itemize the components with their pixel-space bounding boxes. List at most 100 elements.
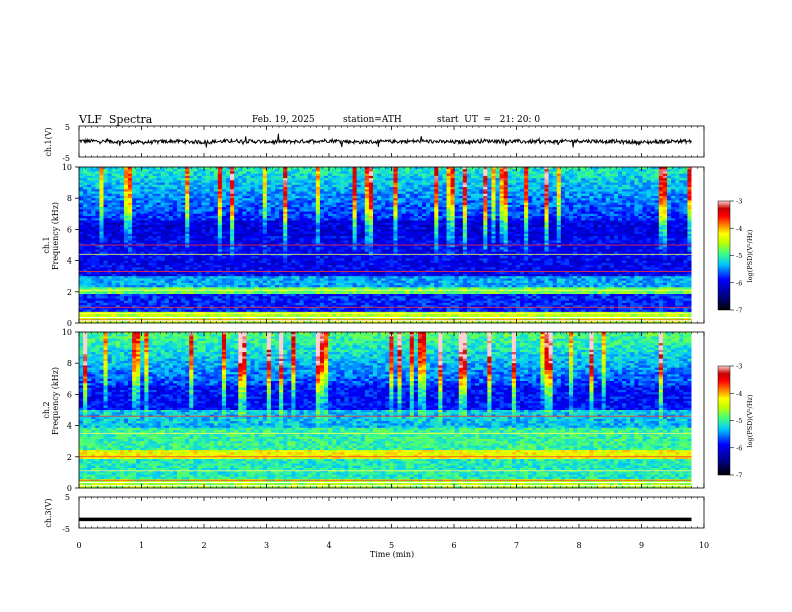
- spectrogram-cell: [536, 169, 541, 172]
- spectrogram-cell: [193, 187, 198, 190]
- spectrogram-cell: [356, 191, 362, 195]
- spectrogram-cell: [209, 178, 215, 181]
- spectrogram-cell: [450, 191, 456, 195]
- spectrogram-cell: [128, 167, 133, 170]
- spectrogram-cell: [275, 175, 280, 179]
- spectrogram-cell: [499, 182, 505, 186]
- spectrogram-cell: [430, 189, 435, 192]
- spectrogram-cell: [462, 173, 468, 177]
- spectrogram-cell: [352, 187, 358, 190]
- spectrogram-cell: [291, 187, 296, 190]
- spectrogram-cell: [483, 189, 488, 192]
- spectrogram-cell: [250, 171, 255, 175]
- spectrogram-cell: [356, 178, 362, 181]
- spectrogram-cell: [442, 184, 447, 188]
- spectrogram-cell: [573, 175, 578, 179]
- spectrogram-cell: [515, 182, 521, 186]
- spectrogram-cell: [352, 167, 358, 170]
- spectrogram-cell: [283, 171, 288, 175]
- spectrogram-cell: [115, 180, 121, 183]
- spectrogram-cell: [646, 187, 652, 190]
- spectrogram-cell: [475, 189, 480, 192]
- spectrogram-cell: [83, 182, 88, 186]
- spectrogram-cell: [597, 189, 603, 192]
- spectrogram-cell: [213, 180, 219, 183]
- spectrogram-cell: [360, 182, 366, 186]
- spectrogram-cell: [515, 175, 521, 179]
- spectrogram-cell: [544, 175, 549, 179]
- spectrogram-cell: [87, 169, 92, 172]
- spectrogram-cell: [540, 173, 545, 177]
- spectrogram-cell: [360, 171, 366, 175]
- spectrogram-cell: [87, 191, 92, 195]
- spectrogram-cell: [226, 184, 231, 188]
- spectrogram-cell: [128, 173, 133, 177]
- spectrogram-cell: [266, 184, 272, 188]
- spectrogram-cell: [430, 167, 435, 170]
- spectrogram-cell: [524, 173, 529, 177]
- spectrogram-cell: [164, 167, 170, 170]
- spectrogram-cell: [348, 184, 353, 188]
- spectrogram-cell: [426, 182, 431, 186]
- spectrogram-cell: [299, 189, 304, 192]
- spectrogram-cell: [258, 189, 264, 192]
- spectrogram-cell: [242, 182, 247, 186]
- spectrogram-cell: [283, 182, 288, 186]
- spectrogram-cell: [471, 180, 476, 183]
- spectrogram-cell: [136, 184, 141, 188]
- spectrogram-cell: [446, 173, 451, 177]
- spectrogram-cell: [646, 182, 652, 186]
- spectrogram-cell: [662, 189, 668, 192]
- spectrogram-cell: [552, 171, 558, 175]
- spectrogram-cell: [303, 180, 309, 183]
- spectrogram-cell: [589, 169, 594, 172]
- spectrogram-cell: [577, 167, 582, 170]
- spectrogram-cell: [115, 173, 121, 177]
- spectrogram-cell: [658, 189, 664, 192]
- spectrogram-cell: [107, 180, 113, 183]
- spectrogram-cell: [605, 171, 611, 175]
- spectrogram-cell: [368, 182, 374, 186]
- spectrogram-cell: [315, 189, 321, 192]
- spectrogram-cell: [589, 189, 594, 192]
- spectrogram-cell: [438, 175, 443, 179]
- spectrogram-cell: [393, 173, 398, 177]
- spectrogram-cell: [654, 178, 660, 181]
- spectrogram-cell: [307, 167, 313, 170]
- spectrogram-cell: [540, 182, 545, 186]
- spectrogram-cell: [95, 175, 100, 179]
- spectrogram-cell: [291, 184, 296, 188]
- spectrogram-cell: [458, 167, 464, 170]
- spectrogram-cell: [177, 189, 182, 192]
- spectrogram-cell: [589, 187, 594, 190]
- spectrogram-cell: [622, 175, 627, 179]
- spectrogram-cell: [205, 191, 211, 195]
- spectrogram-cell: [91, 182, 96, 186]
- spectrogram-cell: [675, 173, 680, 177]
- spectrogram-cell: [385, 189, 390, 192]
- spectrogram-cell: [667, 187, 672, 190]
- spectrogram-cell: [340, 175, 345, 179]
- spectrogram-cell: [491, 184, 496, 188]
- spectrogram-cell: [262, 184, 268, 188]
- spectrogram-cell: [246, 187, 251, 190]
- spectrogram-cell: [160, 175, 166, 179]
- spectrogram-cell: [332, 173, 337, 177]
- spectrogram-cell: [107, 189, 113, 192]
- spectrogram-cell: [569, 171, 574, 175]
- spectrogram-cell: [605, 167, 611, 170]
- spectrogram-cell: [364, 184, 370, 188]
- spectrogram-cell: [250, 180, 255, 183]
- spectrogram-cell: [152, 169, 157, 172]
- spectrogram-cell: [319, 169, 325, 172]
- spectrogram-cell: [679, 189, 684, 192]
- spectrogram-cell: [487, 184, 492, 188]
- spectrogram-cell: [352, 189, 358, 192]
- spectrogram-cell: [552, 173, 558, 177]
- spectrogram-cell: [373, 175, 378, 179]
- spectrogram-cell: [634, 175, 639, 179]
- spectrogram-cell: [434, 173, 439, 177]
- spectrogram-cell: [515, 178, 521, 181]
- spectrogram-cell: [613, 182, 619, 186]
- spectrogram-cell: [356, 187, 362, 190]
